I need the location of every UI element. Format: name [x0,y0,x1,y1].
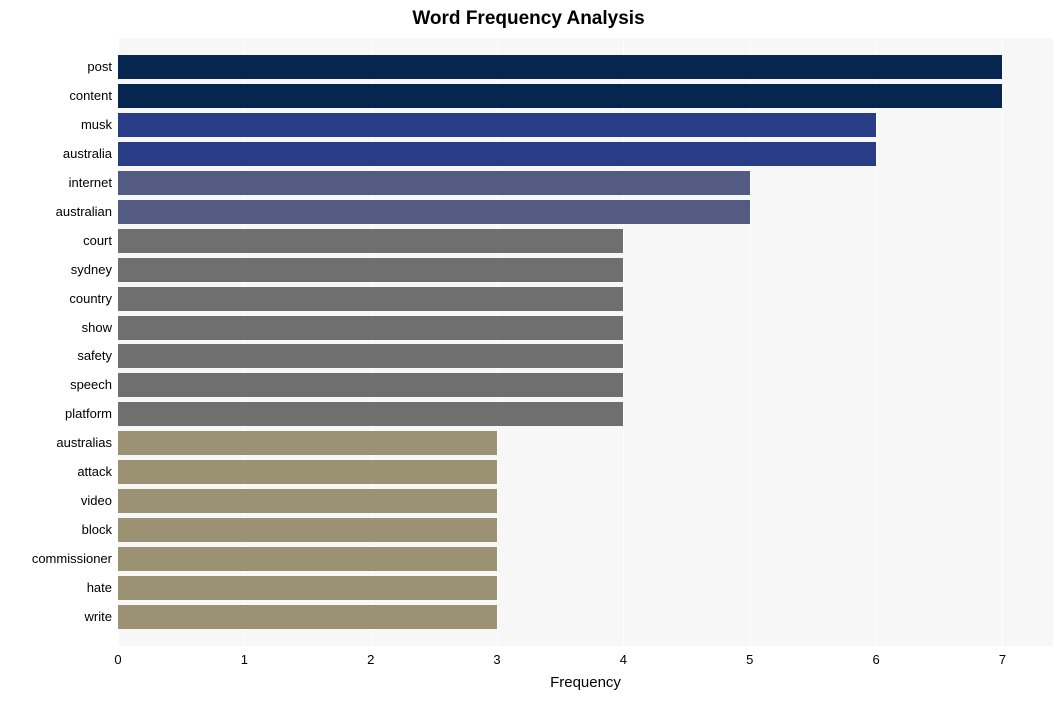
y-axis-labels: post content musk australia internet australi… [0,38,112,646]
bar [118,431,497,455]
y-tick-label: speech [70,378,112,392]
bar [118,605,497,629]
bar [118,402,623,426]
x-tick-label: 7 [999,652,1006,667]
bar [118,84,1002,108]
y-tick-label: post [87,60,112,74]
x-tick-label: 3 [493,652,500,667]
y-tick-label: sydney [71,263,112,277]
x-tick-label: 0 [114,652,121,667]
y-tick-label: country [69,292,112,306]
y-tick-label: internet [69,176,112,190]
bar [118,258,623,282]
bar [118,200,750,224]
bar [118,344,623,368]
y-tick-label: attack [77,465,112,479]
y-tick-label: commissioner [32,552,112,566]
bar [118,55,1002,79]
bar [118,171,750,195]
bar [118,460,497,484]
y-tick-label: australia [63,147,112,161]
bar [118,316,623,340]
bar [118,229,623,253]
x-tick-label: 5 [746,652,753,667]
bar [118,518,497,542]
y-tick-label: write [85,610,112,624]
y-tick-label: australias [56,436,112,450]
plot-area [118,38,1053,646]
y-tick-label: hate [87,581,112,595]
x-axis-title: Frequency [118,674,1053,691]
chart-title: Word Frequency Analysis [0,8,1057,30]
bar [118,142,876,166]
bar [118,576,497,600]
bar [118,113,876,137]
y-tick-label: safety [77,349,112,363]
y-tick-label: court [83,234,112,248]
y-tick-label: content [69,89,112,103]
bars-group [118,38,1053,646]
x-axis-labels: 01234567 [118,648,1053,668]
bar [118,373,623,397]
y-tick-label: musk [81,118,112,132]
x-tick-label: 6 [872,652,879,667]
y-tick-label: video [81,494,112,508]
y-tick-label: platform [65,407,112,421]
word-frequency-chart: Word Frequency Analysis post content musk a… [0,0,1057,701]
y-tick-label: show [82,321,112,335]
bar [118,287,623,311]
bar [118,489,497,513]
bar [118,547,497,571]
y-tick-label: australian [56,205,112,219]
x-tick-label: 4 [620,652,627,667]
y-tick-label: block [82,523,112,537]
x-tick-label: 2 [367,652,374,667]
x-tick-label: 1 [241,652,248,667]
